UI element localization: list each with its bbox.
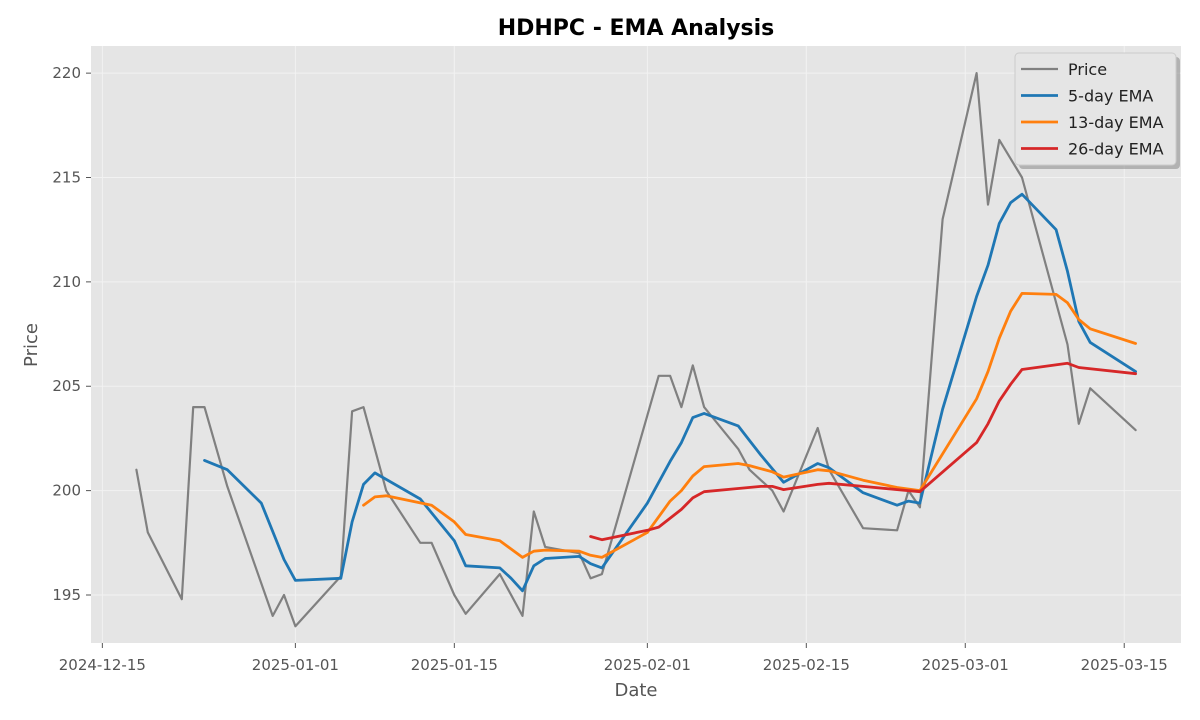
x-tick-label: 2025-01-01 (252, 656, 339, 674)
x-tick-label: 2025-03-01 (922, 656, 1009, 674)
y-axis-label: Price (21, 323, 42, 367)
x-axis-label: Date (614, 680, 657, 701)
legend-label-26-day-ema: 26-day EMA (1068, 140, 1164, 159)
y-tick-label: 200 (52, 482, 81, 500)
x-axis-ticks: 2024-12-15 2025-01-01 2025-01-15 2025-02-01… (59, 643, 1168, 674)
y-tick-label: 195 (52, 586, 81, 604)
x-tick-label: 2025-02-01 (604, 656, 691, 674)
series-line-5-day-ema (203, 192, 1137, 593)
series-lines (135, 71, 1137, 628)
y-tick-label: 210 (52, 273, 81, 291)
x-tick-label: 2025-03-15 (1081, 656, 1168, 674)
legend-label-price: Price (1068, 60, 1107, 79)
legend-label-5-day-ema: 5-day EMA (1068, 87, 1153, 106)
y-tick-label: 205 (52, 377, 81, 395)
chart-title: HDHPC - EMA Analysis (498, 16, 775, 41)
legend-box (1014, 52, 1177, 166)
legend-label-13-day-ema: 13-day EMA (1068, 113, 1164, 132)
y-tick-label: 215 (52, 169, 81, 187)
y-axis-ticks: 195 200 205 210 215 220 (52, 64, 91, 604)
legend: Price 5-day EMA 13-day EMA 26-day EMA (1014, 52, 1180, 169)
series-line-price (135, 71, 1137, 628)
grid (91, 46, 1181, 643)
series-line-13-day-ema (362, 291, 1137, 559)
x-tick-label: 2024-12-15 (59, 656, 146, 674)
y-tick-label: 220 (52, 64, 81, 82)
x-tick-label: 2025-02-15 (763, 656, 850, 674)
x-tick-label: 2025-01-15 (411, 656, 498, 674)
series-line-26-day-ema (589, 361, 1137, 542)
